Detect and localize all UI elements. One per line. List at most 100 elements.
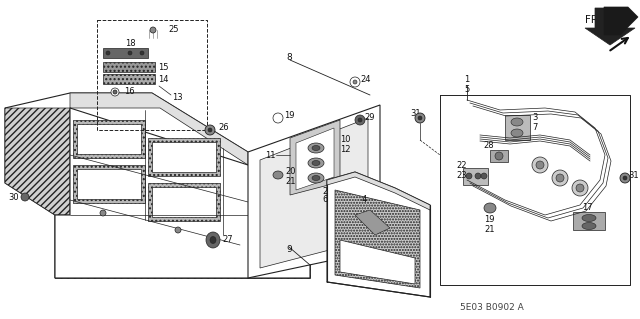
Circle shape bbox=[273, 113, 283, 123]
Circle shape bbox=[466, 173, 472, 179]
Polygon shape bbox=[585, 8, 635, 45]
Circle shape bbox=[415, 113, 425, 123]
Text: FR.: FR. bbox=[585, 15, 601, 25]
Text: 13: 13 bbox=[172, 93, 182, 101]
Circle shape bbox=[536, 161, 544, 169]
Polygon shape bbox=[77, 169, 141, 199]
Text: 18: 18 bbox=[125, 40, 135, 48]
Text: 30: 30 bbox=[8, 192, 19, 202]
Circle shape bbox=[205, 125, 215, 135]
Text: 21: 21 bbox=[484, 226, 495, 234]
Polygon shape bbox=[103, 48, 148, 58]
Text: 10: 10 bbox=[340, 136, 351, 145]
Text: 3: 3 bbox=[532, 114, 538, 122]
Text: 31: 31 bbox=[410, 108, 420, 117]
Text: 23: 23 bbox=[456, 170, 467, 180]
Text: 16: 16 bbox=[124, 87, 134, 97]
Circle shape bbox=[552, 170, 568, 186]
Circle shape bbox=[150, 27, 156, 33]
Circle shape bbox=[113, 90, 117, 94]
Polygon shape bbox=[340, 240, 415, 284]
Text: 28: 28 bbox=[483, 140, 493, 150]
Text: 8: 8 bbox=[286, 53, 292, 62]
Ellipse shape bbox=[582, 214, 596, 221]
Ellipse shape bbox=[312, 145, 320, 151]
Circle shape bbox=[350, 77, 360, 87]
Ellipse shape bbox=[308, 173, 324, 183]
Text: 19: 19 bbox=[284, 110, 294, 120]
Bar bbox=[490, 150, 508, 162]
Text: 4: 4 bbox=[362, 196, 367, 204]
Text: 11: 11 bbox=[265, 151, 275, 160]
Text: 22: 22 bbox=[456, 161, 467, 170]
Polygon shape bbox=[327, 172, 430, 210]
Circle shape bbox=[355, 115, 365, 125]
Text: 20: 20 bbox=[285, 167, 296, 176]
Polygon shape bbox=[73, 120, 145, 158]
Polygon shape bbox=[5, 108, 70, 215]
Circle shape bbox=[128, 51, 132, 55]
Polygon shape bbox=[604, 7, 638, 35]
Circle shape bbox=[556, 174, 564, 182]
Polygon shape bbox=[103, 74, 155, 84]
Ellipse shape bbox=[308, 158, 324, 168]
Circle shape bbox=[100, 210, 106, 216]
Circle shape bbox=[21, 193, 29, 201]
Polygon shape bbox=[296, 128, 334, 190]
Text: 26: 26 bbox=[218, 123, 228, 132]
Text: 7: 7 bbox=[532, 123, 538, 132]
Text: 14: 14 bbox=[158, 75, 168, 84]
Polygon shape bbox=[248, 105, 380, 278]
Ellipse shape bbox=[312, 175, 320, 181]
Circle shape bbox=[481, 173, 487, 179]
Text: 5E03 B0902 A: 5E03 B0902 A bbox=[460, 302, 524, 311]
Polygon shape bbox=[103, 62, 155, 72]
Circle shape bbox=[353, 80, 357, 84]
Polygon shape bbox=[355, 210, 390, 235]
Circle shape bbox=[111, 88, 119, 96]
Ellipse shape bbox=[484, 203, 496, 213]
Text: 24: 24 bbox=[360, 75, 371, 84]
Circle shape bbox=[208, 128, 212, 132]
Text: 17: 17 bbox=[582, 204, 593, 212]
Polygon shape bbox=[290, 120, 340, 195]
Ellipse shape bbox=[273, 171, 283, 179]
Ellipse shape bbox=[312, 160, 320, 166]
Ellipse shape bbox=[210, 236, 216, 243]
Text: 29: 29 bbox=[364, 114, 374, 122]
Text: 15: 15 bbox=[158, 63, 168, 71]
Polygon shape bbox=[152, 142, 216, 172]
Polygon shape bbox=[148, 183, 220, 221]
Polygon shape bbox=[5, 93, 310, 278]
Text: FR.: FR. bbox=[595, 13, 610, 23]
Polygon shape bbox=[463, 168, 488, 185]
Circle shape bbox=[572, 180, 588, 196]
Circle shape bbox=[495, 152, 503, 160]
Ellipse shape bbox=[582, 222, 596, 229]
Polygon shape bbox=[77, 124, 141, 154]
Circle shape bbox=[358, 118, 362, 122]
Circle shape bbox=[475, 173, 481, 179]
Text: 19: 19 bbox=[484, 216, 495, 225]
Text: 25: 25 bbox=[168, 26, 179, 34]
Text: 1: 1 bbox=[464, 76, 469, 85]
Polygon shape bbox=[73, 165, 145, 203]
Polygon shape bbox=[335, 190, 420, 288]
Text: 5: 5 bbox=[464, 85, 469, 94]
Polygon shape bbox=[55, 108, 310, 278]
Text: 9: 9 bbox=[286, 246, 292, 255]
Text: 12: 12 bbox=[340, 145, 351, 154]
Text: 21: 21 bbox=[285, 176, 296, 186]
Text: 27: 27 bbox=[222, 234, 232, 243]
Text: 31: 31 bbox=[628, 172, 639, 181]
Ellipse shape bbox=[206, 232, 220, 248]
Polygon shape bbox=[573, 212, 605, 230]
Circle shape bbox=[106, 51, 110, 55]
Polygon shape bbox=[70, 93, 248, 165]
Ellipse shape bbox=[511, 118, 523, 126]
Polygon shape bbox=[148, 138, 220, 176]
Polygon shape bbox=[260, 118, 368, 268]
Text: 2: 2 bbox=[322, 188, 327, 197]
Polygon shape bbox=[327, 172, 430, 297]
Text: 6: 6 bbox=[322, 196, 328, 204]
